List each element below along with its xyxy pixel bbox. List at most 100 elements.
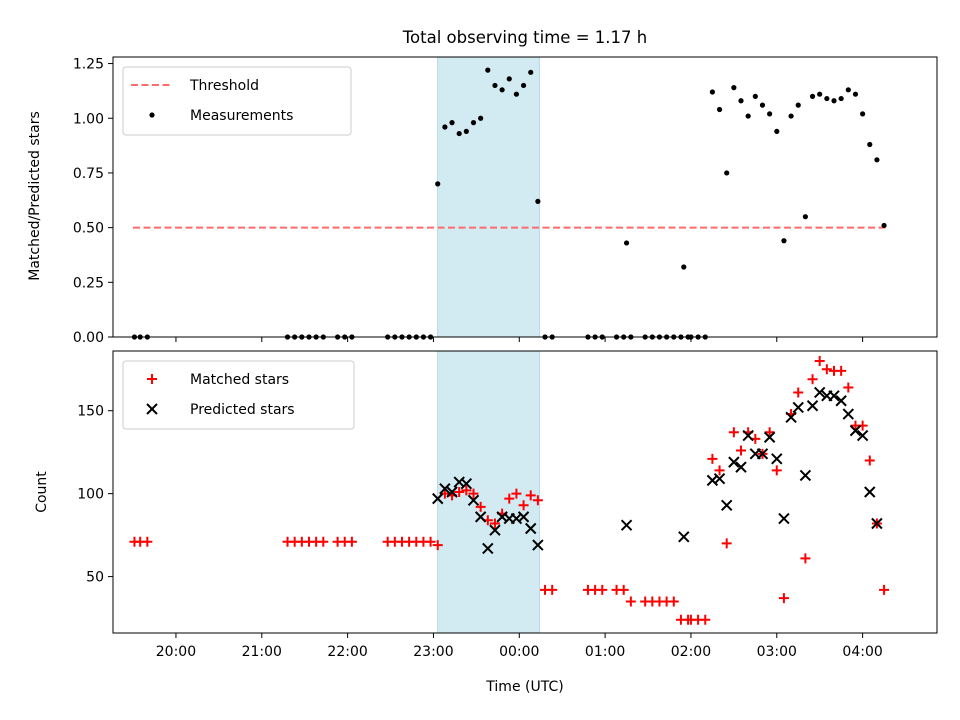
predicted-stars-point: [842, 408, 855, 420]
matched-stars-point: [668, 596, 679, 607]
matched-stars-point: [468, 488, 479, 499]
measurement-point: [809, 93, 816, 99]
predicted-stars-point: [467, 494, 480, 507]
predicted-stars-point: [713, 473, 726, 485]
measurement-point: [724, 170, 730, 176]
x-tick-label: 22:00: [327, 644, 367, 660]
x-tick-label: 00:00: [499, 644, 539, 660]
matched-stars-point: [736, 445, 747, 456]
y-tick-label: 100: [77, 487, 104, 503]
measurement-point: [731, 85, 737, 91]
predicted-stars-point: [620, 519, 633, 531]
predicted-stars-point: [871, 517, 883, 530]
predicted-stars-point: [828, 390, 840, 402]
measurement-point: [442, 124, 448, 130]
measurement-point: [781, 238, 787, 244]
matched-stars-point: [771, 465, 782, 476]
measurement-point: [767, 111, 773, 117]
predicted-stars-point: [517, 511, 530, 523]
highlight-span: [437, 56, 540, 338]
predicted-stars-point: [678, 531, 690, 543]
matched-stars-point: [707, 453, 718, 464]
x-tick-label: 20:00: [156, 644, 196, 660]
measurement-point: [831, 98, 837, 104]
predicted-stars-point: [525, 522, 537, 535]
measurement-point: [881, 222, 887, 229]
predicted-stars-point: [864, 486, 876, 498]
measurement-point: [874, 157, 880, 163]
axes-frame: [112, 56, 938, 338]
measurement-point: [738, 98, 744, 104]
predicted-stars-point: [771, 453, 783, 465]
measurement-point: [745, 113, 751, 119]
predicted-stars-point: [432, 492, 444, 505]
bottom-panel: 20:00 21:00 22:00 23:00 00:00 01:00 02:00 03:00…: [77, 350, 938, 660]
matched-stars-point: [778, 593, 789, 604]
matched-stars-point: [525, 490, 536, 501]
predicted-stars-point: [763, 431, 776, 443]
predicted-stars-point: [785, 411, 797, 424]
predicted-stars-point: [446, 486, 458, 498]
matched-stars-point: [700, 614, 711, 625]
legend-label: Measurements: [190, 108, 293, 124]
matched-stars-point: [807, 374, 818, 385]
predicted-stars-point: [756, 448, 769, 460]
y-tick-label: 1.00: [73, 111, 104, 127]
measurement-point: [456, 130, 462, 137]
measurement-point: [520, 82, 527, 89]
measurement-point: [817, 91, 823, 97]
axes-frame: [112, 350, 938, 634]
matched-stars-point: [800, 553, 811, 564]
predicted-stars-point: [460, 477, 473, 490]
predicted-stars-point: [742, 429, 754, 442]
measurement-point: [681, 264, 687, 270]
matched-stars-point: [821, 364, 832, 375]
matched-stars-point: [864, 455, 875, 466]
legend-label: Matched stars: [190, 372, 289, 388]
matched-stars-point: [142, 536, 153, 547]
predicted-stars-point: [806, 400, 819, 412]
measurement-point: [795, 102, 801, 108]
matched-stars-point: [318, 536, 329, 547]
predicted-stars-point: [474, 511, 487, 523]
measurement-point: [838, 95, 844, 102]
y-tick-label: 0.75: [73, 166, 104, 182]
predicted-stars-point: [856, 429, 869, 442]
predicted-stars-point: [728, 456, 740, 468]
predicted-stars-point: [532, 539, 544, 551]
y-tick-label: 0.00: [73, 330, 104, 346]
matched-stars-point: [547, 584, 558, 595]
matched-stars-point: [625, 596, 636, 607]
predicted-stars-point: [439, 482, 451, 495]
legend-box: [122, 360, 355, 430]
predicted-stars-point: [489, 524, 501, 536]
matched-stars-point: [814, 355, 825, 366]
matched-stars-point: [461, 485, 472, 496]
matched-stars-point: [618, 584, 629, 595]
measurement-point: [499, 87, 505, 93]
legend-dot-marker: [149, 112, 155, 118]
predicted-stars-point: [721, 499, 733, 511]
chart-title: Total observing time = 1.17 h: [402, 28, 647, 47]
measurement-point: [752, 93, 758, 99]
matched-stars-point: [793, 387, 804, 398]
measurement-point: [759, 102, 766, 108]
legend-label: Threshold: [189, 78, 259, 94]
matched-stars-point: [836, 365, 847, 376]
measurement-point: [485, 67, 491, 73]
predicted-stars-point: [792, 401, 804, 414]
measurement-point: [716, 106, 723, 113]
legend: Matched stars Predicted stars: [122, 360, 355, 430]
matched-stars-point: [454, 487, 465, 497]
measurement-point: [528, 69, 534, 75]
predicted-stars-point: [778, 512, 790, 525]
measurement-point: [774, 128, 780, 134]
measurement-point: [788, 113, 794, 119]
legend-label: Predicted stars: [190, 402, 295, 418]
measurement-point: [513, 91, 520, 97]
legend-box: [122, 66, 352, 136]
y-tick-label: 0.50: [73, 221, 104, 237]
x-tick-label: 01:00: [585, 644, 625, 660]
predicted-stars-point: [813, 386, 826, 399]
